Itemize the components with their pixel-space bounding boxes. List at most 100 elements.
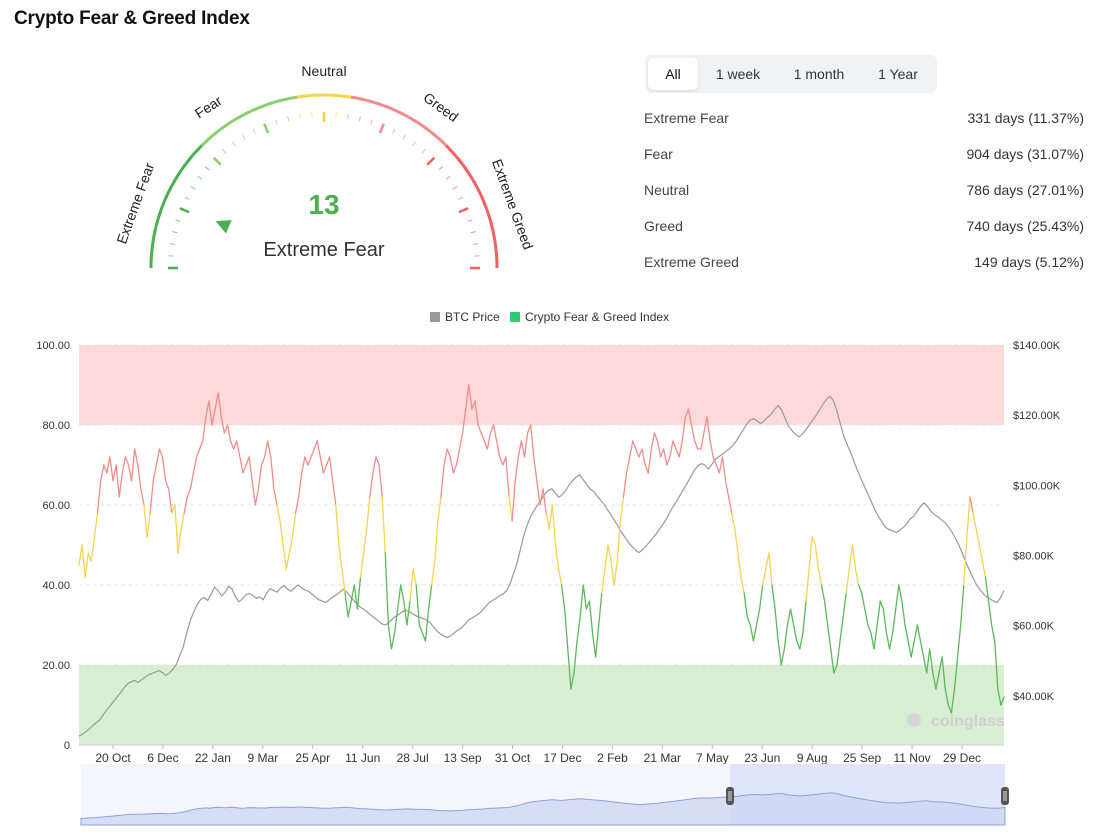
fear-greed-segment [817, 568, 823, 586]
legend-swatch-index[interactable] [510, 312, 520, 322]
fear-greed-segment [344, 592, 349, 618]
tab-1-month[interactable]: 1 month [793, 66, 845, 82]
gauge-tick [392, 128, 396, 134]
fear-greed-segment [721, 456, 727, 482]
legend-swatch-btc[interactable] [430, 312, 440, 322]
stat-row-neutral: Neutral 786 days (27.01%) [644, 180, 1084, 216]
stat-value: 904 days (31.07%) [966, 146, 1084, 162]
y-right-tick-label: $40.00K [1013, 691, 1055, 703]
stat-value: 149 days (5.12%) [974, 254, 1084, 270]
navigator-handle-left[interactable] [726, 787, 734, 805]
fear-greed-segment [245, 456, 250, 466]
fear-greed-segment [966, 496, 971, 538]
fear-greed-segment [418, 624, 424, 634]
fear-greed-segment [554, 544, 560, 570]
fear-greed-segment [93, 512, 99, 538]
legend-label-btc[interactable]: BTC Price [445, 310, 500, 324]
gauge-tick [445, 175, 451, 180]
x-tick-label: 20 Oct [95, 751, 131, 765]
fear-greed-segment [731, 512, 736, 530]
gauge-tick [205, 166, 210, 171]
fear-greed-segment [205, 400, 210, 418]
fear-greed-segment [978, 544, 983, 562]
fear-greed-segment [263, 440, 269, 458]
fear-greed-segment [316, 440, 321, 458]
legend-label-index[interactable]: Crypto Fear & Greed Index [525, 310, 669, 324]
fear-greed-segment [325, 456, 331, 466]
range-navigator[interactable] [80, 764, 1009, 826]
fear-greed-segment [938, 656, 943, 674]
fear-greed-segment [84, 552, 89, 578]
gauge-pointer [215, 220, 232, 234]
fear-greed-segment [536, 480, 541, 506]
fear-greed-segment [743, 592, 748, 618]
fear-greed-segment [186, 488, 192, 498]
fear-greed-segment [598, 592, 603, 626]
fear-greed-segment [143, 504, 148, 538]
fear-greed-segment [130, 448, 136, 482]
fear-greed-segment [199, 440, 204, 450]
tab-1-week[interactable]: 1 week [715, 66, 761, 82]
fear-greed-segment [400, 584, 405, 602]
fear-greed-segment [288, 536, 294, 554]
gauge-tick [172, 231, 178, 234]
fear-greed-segment [134, 448, 139, 466]
gauge-label-neutral: Neutral [301, 63, 346, 79]
fear-greed-segment [393, 608, 399, 634]
fear-greed-segment [161, 456, 167, 482]
fear-greed-segment [313, 440, 318, 450]
fear-greed-segment [440, 464, 445, 498]
tab-1-year[interactable]: 1 Year [878, 66, 918, 82]
fear-greed-segment [567, 648, 572, 690]
fear-greed-segment [427, 584, 433, 610]
tab-all[interactable]: All [648, 58, 698, 90]
y-left-tick-label: 40.00 [42, 580, 70, 592]
coinglass-logo-icon [907, 713, 921, 727]
fear-greed-segment [969, 496, 974, 514]
fear-greed-segment [582, 584, 588, 610]
fear-greed-segment [709, 440, 714, 458]
y-left-tick-label: 100.00 [36, 340, 70, 352]
fear-greed-segment [164, 480, 170, 490]
stat-row-greed: Greed 740 days (25.43%) [644, 216, 1084, 252]
fear-greed-segment [530, 424, 535, 458]
fear-greed-segment [926, 648, 931, 674]
fear-greed-segment [641, 448, 646, 466]
fear-greed-segment [808, 536, 813, 570]
fear-greed-segment [461, 408, 467, 434]
fear-greed-segment [390, 632, 396, 650]
navigator-handle-right[interactable] [1001, 787, 1009, 805]
fear-greed-segment [854, 568, 860, 586]
fear-greed-segment [350, 584, 355, 602]
gauge-tick [252, 128, 256, 134]
fear-greed-segment [545, 512, 550, 530]
fear-greed-segment [183, 496, 188, 514]
fear-greed-segment [783, 624, 789, 650]
fear-greed-segment [443, 448, 448, 466]
fear-greed-segment [387, 624, 393, 650]
fear-greed-segment [987, 600, 993, 626]
fear-greed-segment [310, 448, 315, 458]
fear-greed-segment [452, 464, 458, 474]
fear-greed-segment [90, 536, 96, 562]
fear-greed-segment [656, 440, 662, 458]
fear-greed-segment [372, 456, 377, 474]
gauge-tick [467, 219, 473, 222]
stat-row-fear: Fear 904 days (31.07%) [644, 144, 1084, 180]
fear-greed-segment [177, 528, 182, 554]
fear-greed-segment [248, 456, 253, 482]
fear-greed-segment [307, 456, 312, 466]
fear-greed-segment [369, 472, 374, 498]
time-range-tabs: All 1 week 1 month 1 Year [645, 55, 937, 93]
fear-greed-segment [406, 600, 411, 626]
chart-legend: BTC Price Crypto Fear & Greed Index [430, 310, 669, 324]
fear-greed-segment [619, 496, 625, 522]
fear-greed-segment [137, 464, 142, 490]
fear-greed-segment [848, 544, 854, 570]
fear-greed-chart: BTC Price Crypto Fear & Greed Index 0 20.… [36, 310, 1061, 826]
x-tick-label: 11 Nov [893, 751, 930, 765]
x-tick-label: 28 Jul [397, 751, 429, 765]
fear-greed-segment [616, 520, 622, 562]
fear-greed-segment [740, 576, 745, 594]
fear-greed-segment [836, 640, 841, 666]
